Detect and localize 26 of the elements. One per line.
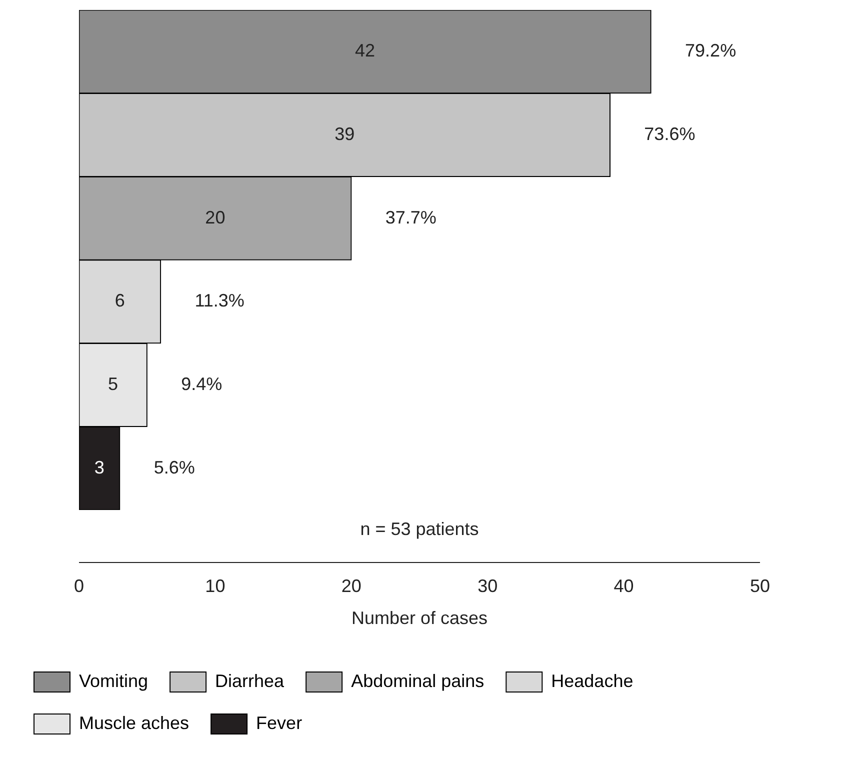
x-tick-label: 30: [478, 576, 498, 596]
data-label: 39: [334, 124, 355, 144]
legend-label: Fever: [256, 712, 302, 733]
legend-label: Headache: [551, 670, 634, 691]
annotation: 11.3%: [194, 290, 244, 311]
x-tick-label: 10: [205, 576, 226, 596]
data-label: 42: [355, 40, 376, 61]
x-tick-label: 40: [614, 576, 634, 596]
data-label: 20: [205, 207, 226, 228]
x-axis-title: Number of cases: [351, 608, 488, 628]
data-label: 6: [114, 290, 125, 311]
legend-label: Vomiting: [79, 670, 148, 691]
x-tick-label: 20: [341, 576, 362, 596]
legend-label: Diarrhea: [215, 670, 286, 691]
annotation: 79.2%: [685, 40, 736, 61]
annotation: 9.4%: [181, 374, 222, 394]
x-tick-label: 50: [750, 576, 770, 596]
data-label: 5: [108, 374, 118, 394]
annotation: 37.7%: [385, 207, 436, 228]
legend-label: Muscle aches: [79, 712, 190, 733]
text: n = 53 patients: [360, 518, 479, 539]
x-tick-label: 0: [74, 576, 84, 596]
data-label: 3: [94, 457, 104, 478]
annotation: 5.6%: [154, 457, 195, 478]
legend-label: Abdominal pains: [351, 670, 484, 691]
annotation: 73.6%: [644, 124, 696, 144]
